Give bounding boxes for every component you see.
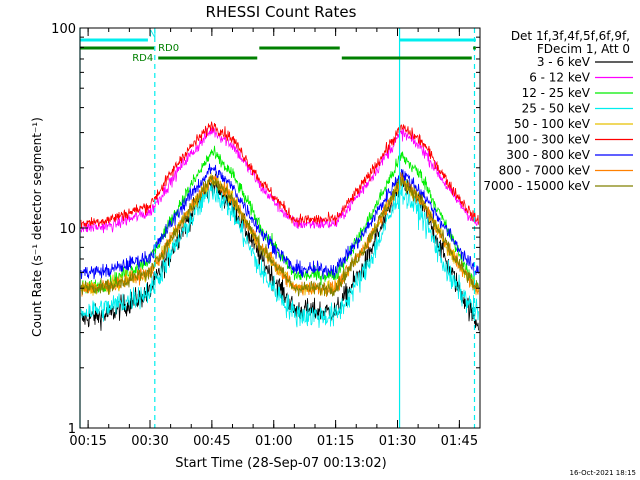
- y-tick-label: 10: [59, 222, 76, 237]
- plot-frame: [79, 27, 481, 429]
- x-axis-label: Start Time (28-Sep-07 00:13:02): [175, 456, 386, 471]
- time-markers: [79, 28, 476, 428]
- legend-entry-label: 6 - 12 keV: [529, 71, 591, 85]
- x-tick-label: 01:00: [255, 434, 292, 449]
- y-axis: 1 10 100: [51, 22, 480, 437]
- x-tick-label: 01:15: [317, 434, 354, 449]
- chart-title: RHESSI Count Rates: [206, 3, 357, 21]
- legend-entry-label: 12 - 25 keV: [522, 86, 591, 100]
- y-tick-label: 1: [68, 422, 76, 437]
- y-axis-label: Count Rate (s⁻¹ detector segment⁻¹): [30, 117, 44, 337]
- legend-entry-label: 7000 - 15000 keV: [483, 179, 590, 193]
- series-line: [80, 174, 479, 297]
- plot-series-group: [80, 121, 479, 331]
- legend-entry-label: 800 - 7000 keV: [499, 164, 591, 178]
- legend-entry-label: 50 - 100 keV: [514, 117, 591, 131]
- x-tick-label: 01:30: [379, 434, 416, 449]
- x-axis: 00:15 00:30 00:45 01:00 01:15 01:30 01:45: [69, 28, 481, 449]
- legend-entry-label: 25 - 50 keV: [522, 102, 591, 116]
- x-tick-label: 01:45: [441, 434, 478, 449]
- x-tick-label: 00:45: [193, 434, 230, 449]
- series-line: [80, 121, 479, 229]
- legend-header: Det 1f,3f,4f,5f,6f,9f,: [511, 29, 630, 43]
- legend-header: FDecim 1, Att 0: [537, 42, 630, 56]
- flag-bar-label: RD4: [132, 53, 153, 64]
- flag-bar-label: RD0: [158, 43, 179, 54]
- legend-entry-label: 300 - 800 keV: [506, 148, 590, 162]
- legend: Det 1f,3f,4f,5f,6f,9f,FDecim 1, Att 03 -…: [483, 29, 633, 193]
- x-tick-label: 00:30: [131, 434, 168, 449]
- series-line: [80, 178, 479, 328]
- series-line: [80, 163, 479, 280]
- y-tick-label: 100: [51, 22, 76, 37]
- flag-bar-label: N: [149, 29, 156, 40]
- plot-timestamp: 16-Oct-2021 18:15: [570, 469, 636, 477]
- legend-entry-label: 3 - 6 keV: [537, 55, 591, 69]
- legend-entry-label: 100 - 300 keV: [506, 133, 590, 147]
- x-tick-label: 00:15: [69, 434, 106, 449]
